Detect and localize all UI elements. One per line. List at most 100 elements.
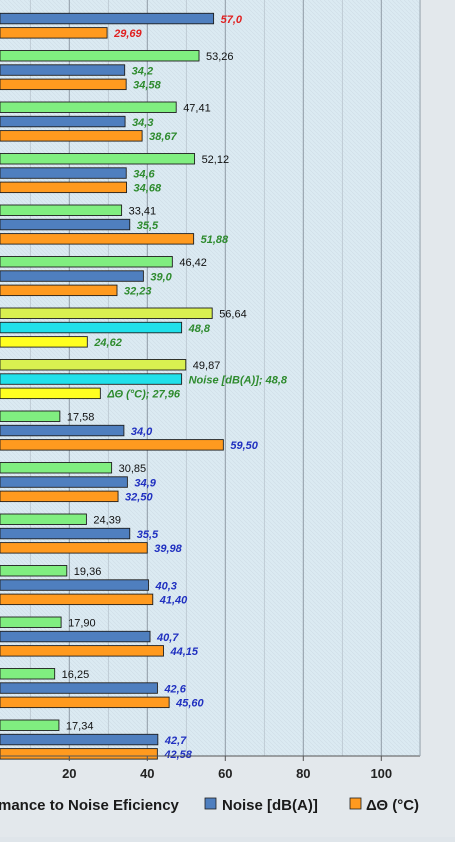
eff-data-label: 17,90 [68,618,96,630]
temp-data-label: 42,58 [163,749,192,761]
eff-data-label: 30,85 [119,463,147,475]
temp-bar [0,490,119,503]
eff-data-label: 16,25 [62,669,90,681]
temp-bar [0,645,164,657]
temp-bar [0,748,158,760]
noise-bar [0,424,125,437]
x-tick-label: 40 [140,766,154,781]
noise-data-label: 34,9 [134,477,156,489]
noise-data-label: 34,0 [131,426,153,438]
temp-data-label: 34,68 [134,183,162,195]
x-tick-label: 80 [296,766,310,781]
noise-data-label: 35,5 [137,220,159,232]
eff-bar [0,616,62,628]
temp-bar [0,233,195,245]
x-tick-label: 100 [370,766,392,781]
eff-data-label: 52,12 [202,154,230,166]
legend-swatch-temp [349,797,362,810]
temp-data-label: 44,15 [169,646,198,658]
legend-label-efficiency: mance to Noise Eficiency [0,797,180,814]
noise-bar [0,476,128,488]
eff-data-label: 47,41 [183,103,211,115]
noise-data-label: Noise [dB(A)]; 48,8 [189,374,288,386]
temp-bar [0,696,170,709]
temp-bar [0,181,128,194]
noise-bar [0,733,159,746]
eff-bar [0,359,187,371]
temp-data-label: 32,23 [124,286,152,298]
noise-data-label: 48,8 [188,323,211,335]
noise-bar [0,579,149,591]
temp-bar [0,336,88,348]
noise-data-label: 34,3 [132,117,153,129]
noise-data-label: 42,7 [164,735,187,747]
eff-bar [0,50,200,62]
eff-data-label: 24,39 [93,515,121,527]
x-tick-label: 60 [218,766,232,781]
temp-bar [0,387,101,400]
noise-bar [0,321,183,334]
noise-bar [0,527,131,540]
eff-bar [0,565,68,577]
noise-bar [0,218,131,231]
eff-bar [0,256,173,268]
temp-data-label: ΔΘ (°C); 27,96 [106,389,181,401]
eff-bar [0,307,213,319]
eff-bar [0,719,60,731]
temp-bar [0,130,143,142]
eff-bar [0,513,87,525]
temp-data-label: 32,50 [125,492,153,504]
eff-data-label: 33,41 [129,206,157,218]
noise-data-label: 34,6 [133,168,155,180]
noise-data-label: 34,2 [132,65,153,77]
legend-label-temp: ΔΘ (°C) [366,797,419,814]
eff-data-label: 53,26 [206,51,234,63]
eff-bar [0,668,56,680]
eff-bar [0,410,61,422]
eff-data-label: 17,58 [67,412,95,424]
eff-bar [0,153,196,165]
temp-bar [0,27,108,39]
temp-data-label: 24,62 [93,337,122,349]
noise-bar [0,270,144,282]
temp-data-label: 34,58 [133,80,161,92]
noise-bar [0,682,158,694]
eff-data-label: 17,34 [66,721,94,733]
noise-data-label: 40,7 [156,632,179,644]
temp-data-label: 38,67 [149,131,177,143]
temp-data-label: 51,88 [201,234,229,246]
legend-swatch-noise [204,797,217,810]
temp-data-label: 29,69 [113,28,142,40]
temp-bar [0,284,118,297]
temp-data-label: 39,98 [154,543,182,555]
noise-data-label: 39,0 [150,271,172,283]
noise-data-label: 57,0 [221,14,243,26]
eff-data-label: 19,36 [74,566,102,578]
noise-bar [0,115,126,128]
noise-data-label: 35,5 [137,529,159,541]
noise-data-label: 40,3 [154,580,176,592]
eff-data-label: 46,42 [179,257,207,269]
noise-bar [0,373,183,385]
eff-bar [0,204,123,216]
noise-bar [0,630,151,643]
eff-bar [0,101,177,113]
temp-bar [0,439,224,451]
noise-bar [0,12,215,25]
noise-data-label: 42,6 [163,683,186,695]
eff-data-label: 56,64 [219,309,247,321]
temp-data-label: 45,60 [175,698,204,710]
eff-bar [0,462,113,474]
x-tick-label: 20 [62,766,76,781]
noise-bar [0,64,126,76]
eff-data-label: 49,87 [193,360,221,372]
temp-bar [0,593,154,606]
temp-data-label: 41,40 [159,595,188,607]
temp-bar [0,78,127,91]
legend: mance to Noise Eficiency Noise [dB(A)] ΔΘ … [0,797,419,814]
legend-label-noise: Noise [dB(A)] [222,797,318,814]
noise-bar [0,167,127,179]
temp-data-label: 59,50 [230,440,258,452]
